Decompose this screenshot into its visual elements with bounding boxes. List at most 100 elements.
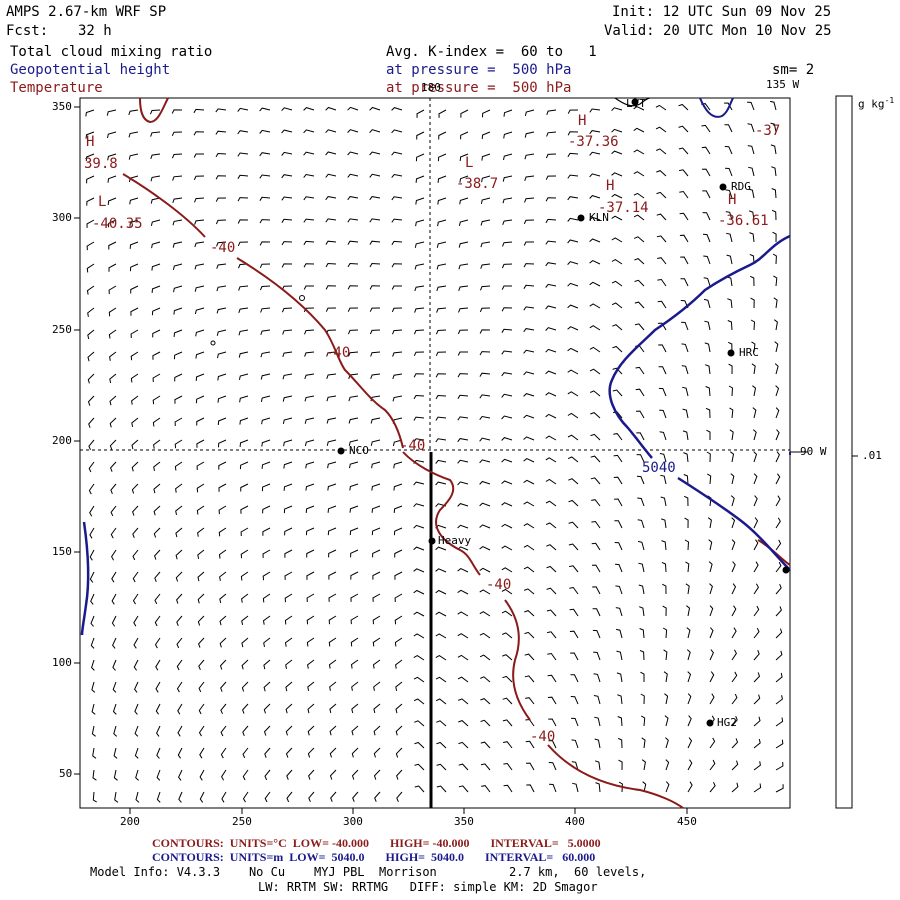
wind-barb	[91, 659, 95, 671]
wind-barb	[682, 386, 689, 397]
wind-barb	[414, 785, 425, 793]
wind-barb	[523, 393, 535, 397]
wind-barb	[92, 791, 97, 803]
wind-barb	[90, 637, 95, 649]
wind-barb	[259, 152, 271, 157]
wind-barb	[347, 196, 359, 201]
wind-barb	[633, 127, 645, 133]
colorbar-tick-label: .01	[862, 449, 882, 462]
wind-barb	[775, 517, 781, 529]
wind-barb	[260, 329, 271, 336]
wind-barb	[218, 505, 227, 515]
wind-barb	[501, 567, 513, 573]
wind-barb	[636, 475, 645, 485]
wind-barb	[371, 461, 381, 469]
wind-barb	[437, 153, 447, 162]
wind-barb	[640, 693, 645, 705]
wind-barb	[457, 524, 469, 529]
wind-barb	[641, 715, 646, 727]
station-dot-lvt	[631, 98, 639, 106]
wind-barb	[393, 483, 403, 491]
k-index-line: Avg. K-index = 60 to 1	[386, 44, 597, 60]
wind-barb	[219, 615, 227, 626]
wind-barb	[306, 615, 315, 625]
wind-barb	[480, 197, 491, 205]
wind-barb	[589, 303, 601, 309]
wind-barb	[327, 505, 337, 513]
wind-barb	[370, 417, 381, 424]
wind-barb	[304, 439, 315, 447]
center-h-3-value: -37.14	[598, 200, 649, 216]
wind-barb	[664, 715, 669, 727]
wind-barb	[242, 791, 249, 803]
wind-barb	[595, 782, 601, 793]
wind-barb	[110, 461, 117, 472]
height-contour-5040	[608, 234, 791, 571]
wind-barb	[372, 637, 381, 647]
wind-barb	[435, 698, 447, 705]
wind-barb	[303, 240, 315, 246]
wind-barb	[436, 785, 447, 793]
wind-barb	[90, 615, 95, 627]
wind-barb	[325, 196, 337, 201]
wind-barb	[501, 393, 513, 398]
wind-barb	[153, 461, 161, 472]
wind-barb	[594, 760, 601, 771]
wind-barb	[413, 589, 425, 595]
wind-barb	[198, 725, 205, 737]
wind-barb	[590, 412, 601, 419]
wind-barb	[567, 239, 579, 244]
wind-barb	[437, 175, 447, 183]
wind-barb	[617, 716, 623, 727]
wind-barb	[545, 305, 557, 310]
wind-barb	[568, 565, 579, 573]
wind-barb	[176, 615, 183, 626]
wind-barb	[239, 417, 249, 425]
wind-barb	[199, 791, 205, 803]
wind-barb	[108, 285, 117, 295]
wind-barb	[435, 351, 447, 357]
pressure-line-temp: at pressure = 500 hPa	[386, 80, 572, 96]
wind-barb	[175, 527, 183, 538]
wind-barb	[775, 695, 783, 705]
wind-barb	[457, 373, 469, 378]
wind-barb	[701, 146, 711, 155]
wind-barb	[216, 329, 227, 336]
wind-barb	[329, 769, 337, 780]
wind-barb	[747, 101, 755, 111]
wind-barb	[237, 197, 249, 202]
wind-barb	[414, 741, 425, 749]
wind-barb	[523, 414, 535, 419]
wind-barb	[284, 593, 293, 603]
wind-barb	[678, 103, 689, 111]
wind-barb	[131, 483, 139, 494]
cloud-circle-1	[299, 295, 305, 301]
wind-barb	[262, 505, 271, 514]
wind-barb	[479, 329, 491, 334]
wind-barb	[658, 344, 667, 353]
wind-barb	[107, 131, 117, 139]
wind-barb	[479, 459, 491, 464]
wind-barb	[571, 739, 579, 749]
wind-barb	[480, 263, 491, 269]
wind-barb	[748, 188, 755, 199]
wind-barb	[152, 329, 161, 338]
wind-barb	[569, 586, 579, 595]
wind-barb	[752, 385, 757, 397]
wind-barb	[615, 628, 623, 639]
x-tick-350: 350	[454, 815, 474, 828]
wind-barb	[413, 351, 425, 357]
wind-barb	[435, 373, 447, 378]
wind-barb	[369, 173, 381, 178]
wind-barb	[259, 129, 271, 134]
wind-barb	[413, 503, 425, 508]
wind-barb	[198, 703, 205, 715]
wind-barb	[705, 407, 711, 419]
wind-barb	[523, 219, 535, 225]
wind-barb	[395, 703, 403, 714]
wind-barb	[391, 285, 402, 290]
wind-barb	[329, 703, 337, 714]
height-contour-left-edge	[80, 521, 90, 636]
wind-barb	[178, 791, 183, 803]
wind-barb	[285, 747, 293, 758]
